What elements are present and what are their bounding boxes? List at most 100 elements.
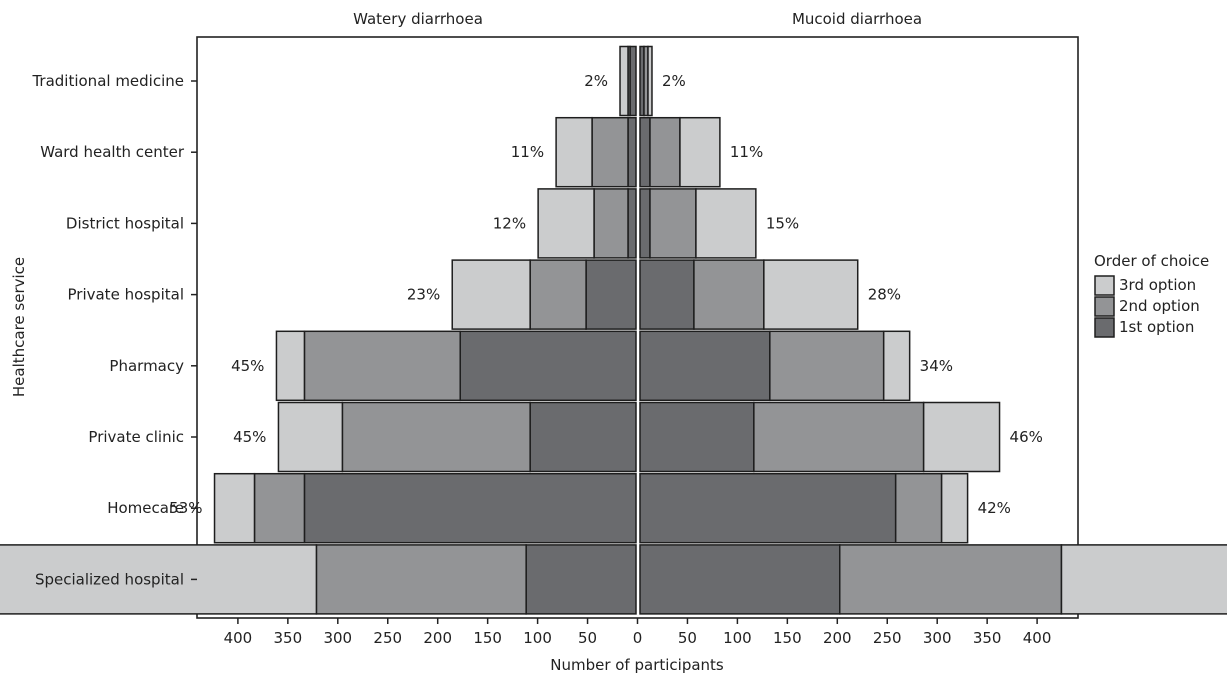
x-tick-label: 50 — [678, 629, 697, 647]
bar-watery-1st-option-district-hospital — [627, 188, 637, 259]
x-tick-label: 150 — [773, 629, 802, 647]
x-tick-label: 200 — [423, 629, 452, 647]
percent-label-watery-homecare: 53% — [169, 499, 202, 517]
legend-swatch-3rd-option — [1094, 275, 1115, 296]
bar-mucoid-3rd-option-district-hospital — [695, 188, 757, 259]
percent-label-watery-private-hospital: 23% — [407, 286, 440, 304]
bar-watery-2nd-option-district-hospital — [593, 188, 629, 259]
bar-watery-1st-option-pharmacy — [459, 330, 637, 402]
x-tick-label: 400 — [1023, 629, 1052, 647]
bar-watery-1st-option-ward-health-center — [627, 116, 637, 188]
legend-label-2nd-option: 2nd option — [1119, 297, 1200, 315]
category-label-district-hospital: District hospital — [66, 214, 184, 232]
x-tick-label: 250 — [873, 629, 902, 647]
percent-labels: 2% 2% 11% 11% 12% 15% 23% 28% 45% 34% 45% 46% 53% 42%… — [169, 72, 1043, 517]
legend-swatch-2nd-option — [1094, 296, 1115, 317]
bar-mucoid-3rd-option-ward-health-center — [679, 116, 721, 188]
x-tick-label: 0 — [633, 629, 643, 647]
x-tick-label: 50 — [578, 629, 597, 647]
bar-watery-2nd-option-homecare — [253, 472, 306, 544]
bar-mucoid-1st-option-ward-health-center — [639, 116, 651, 188]
bar-watery-2nd-option-private-hospital — [529, 259, 587, 330]
bar-mucoid-2nd-option-ward-health-center — [649, 116, 681, 188]
bar-mucoid-1st-option-specialized-hospital — [639, 544, 841, 615]
percent-label-watery-private-clinic: 45% — [233, 428, 266, 446]
bar-watery-3rd-option-pharmacy — [275, 330, 306, 402]
bar-watery-3rd-option-district-hospital — [537, 188, 595, 259]
percent-label-watery-district-hospital: 12% — [493, 214, 526, 232]
category-label-private-hospital: Private hospital — [68, 286, 185, 304]
bar-watery-1st-option-private-hospital — [585, 259, 637, 330]
bar-watery-2nd-option-private-clinic — [341, 401, 531, 473]
bar-mucoid-3rd-option-pharmacy — [882, 330, 911, 402]
bar-watery-2nd-option-specialized-hospital — [315, 544, 527, 615]
x-tick-label: 350 — [274, 629, 303, 647]
bar-mucoid-1st-option-private-hospital — [639, 259, 695, 330]
bar-watery-3rd-option-homecare — [213, 472, 256, 544]
percent-label-watery-ward-health-center: 11% — [511, 143, 544, 161]
bar-mucoid-1st-option-district-hospital — [639, 188, 651, 259]
x-axis-ticks: 400 350 300 250 200 150 100 50 0 50 100 150 200 250 30… — [224, 618, 1052, 647]
percent-label-mucoid-homecare: 42% — [978, 499, 1011, 517]
bar-mucoid-3rd-option-specialized-hospital — [1060, 544, 1227, 615]
x-tick-label: 100 — [723, 629, 752, 647]
bar-mucoid-3rd-option-traditional-medicine — [647, 45, 653, 117]
panel-title-watery: Watery diarrhoea — [353, 10, 483, 28]
bar-mucoid-1st-option-private-clinic — [639, 401, 755, 473]
x-tick-label: 100 — [523, 629, 552, 647]
category-label-pharmacy: Pharmacy — [109, 357, 184, 375]
bar-watery-2nd-option-ward-health-center — [591, 116, 629, 188]
legend-label-1st-option: 1st option — [1119, 318, 1194, 336]
bar-mucoid-3rd-option-private-hospital — [763, 259, 859, 330]
bar-watery-3rd-option-specialized-hospital — [0, 544, 318, 615]
x-axis-title: Number of participants — [550, 656, 724, 674]
percent-label-mucoid-traditional-medicine: 2% — [662, 72, 686, 90]
bar-watery-1st-option-traditional-medicine — [629, 45, 637, 117]
bar-mucoid-2nd-option-private-hospital — [693, 259, 765, 330]
bars-group — [0, 45, 1227, 615]
panel-title-mucoid: Mucoid diarrhoea — [792, 10, 922, 28]
bar-watery-1st-option-homecare — [303, 472, 637, 544]
x-tick-label: 300 — [923, 629, 952, 647]
bar-watery-3rd-option-private-hospital — [451, 259, 531, 330]
x-tick-label: 350 — [973, 629, 1002, 647]
category-label-private-clinic: Private clinic — [88, 428, 184, 446]
category-label-specialized-hospital: Specialized hospital — [35, 570, 184, 588]
legend: Order of choice 3rd option 2nd option 1st … — [1094, 252, 1209, 338]
bar-mucoid-2nd-option-homecare — [894, 472, 943, 544]
legend-swatch-1st-option — [1094, 317, 1115, 338]
bar-watery-1st-option-private-clinic — [529, 401, 637, 473]
bar-mucoid-1st-option-pharmacy — [639, 330, 771, 402]
bar-mucoid-2nd-option-district-hospital — [649, 188, 697, 259]
bar-mucoid-2nd-option-pharmacy — [769, 330, 885, 402]
bar-watery-3rd-option-traditional-medicine — [619, 45, 629, 117]
bar-mucoid-2nd-option-private-clinic — [753, 401, 925, 473]
percent-label-mucoid-private-hospital: 28% — [868, 286, 901, 304]
bar-mucoid-2nd-option-specialized-hospital — [839, 544, 1063, 615]
percent-label-mucoid-ward-health-center: 11% — [730, 143, 763, 161]
category-label-traditional-medicine: Traditional medicine — [31, 72, 184, 90]
percent-label-mucoid-pharmacy: 34% — [920, 357, 953, 375]
legend-title: Order of choice — [1094, 252, 1209, 270]
x-tick-label: 250 — [373, 629, 402, 647]
bar-mucoid-3rd-option-private-clinic — [922, 401, 1001, 473]
bar-watery-1st-option-specialized-hospital — [525, 544, 637, 615]
percent-label-mucoid-district-hospital: 15% — [766, 214, 799, 232]
category-label-ward-health-center: Ward health center — [40, 143, 185, 161]
category-label-homecare: Homecare — [107, 499, 184, 517]
x-tick-label: 150 — [473, 629, 502, 647]
bar-mucoid-1st-option-homecare — [639, 472, 897, 544]
percent-label-watery-pharmacy: 45% — [231, 357, 264, 375]
category-labels: Traditional medicine Ward health center Di… — [31, 72, 197, 588]
x-tick-label: 400 — [224, 629, 253, 647]
x-tick-label: 300 — [323, 629, 352, 647]
bar-watery-2nd-option-pharmacy — [303, 330, 461, 402]
legend-label-3rd-option: 3rd option — [1119, 276, 1196, 294]
bar-watery-3rd-option-ward-health-center — [555, 116, 593, 188]
x-tick-label: 200 — [823, 629, 852, 647]
bar-watery-3rd-option-private-clinic — [277, 401, 344, 473]
percent-label-mucoid-private-clinic: 46% — [1010, 428, 1043, 446]
bar-mucoid-3rd-option-homecare — [940, 472, 969, 544]
percent-label-watery-traditional-medicine: 2% — [584, 72, 608, 90]
